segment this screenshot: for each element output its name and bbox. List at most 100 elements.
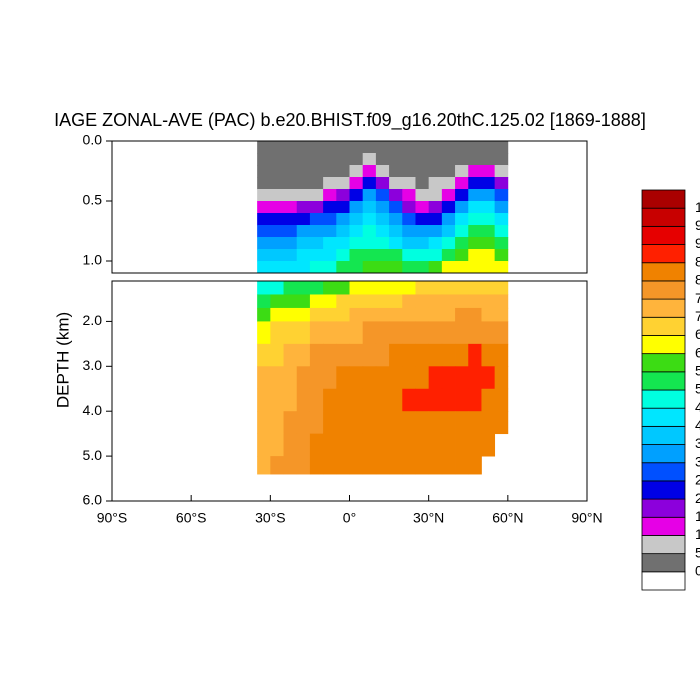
contour-cell bbox=[415, 201, 430, 214]
contour-cell bbox=[468, 433, 482, 457]
contour-cell bbox=[270, 237, 284, 250]
contour-cell bbox=[428, 411, 443, 435]
contour-cell bbox=[296, 366, 311, 390]
contour-cell bbox=[283, 343, 298, 367]
colorbar-box bbox=[641, 480, 686, 500]
colorbar-label: 650 bbox=[695, 326, 700, 342]
contour-cell bbox=[283, 294, 298, 309]
contour-cell bbox=[257, 237, 271, 250]
contour-cell bbox=[362, 388, 377, 412]
contour-cell bbox=[257, 153, 271, 166]
contour-cell bbox=[494, 237, 509, 250]
contour-cell bbox=[270, 321, 284, 345]
contour-cell bbox=[309, 153, 324, 166]
contour-cell bbox=[389, 307, 403, 322]
contour-cell bbox=[375, 177, 390, 190]
y-tick-label: 5.0 bbox=[83, 447, 103, 463]
colorbar-box bbox=[641, 225, 686, 245]
contour-cell bbox=[283, 237, 298, 250]
contour-cell bbox=[441, 177, 456, 190]
contour-cell bbox=[415, 237, 430, 250]
contour-cell bbox=[296, 433, 311, 457]
contour-cell bbox=[389, 411, 403, 435]
contour-cell bbox=[323, 153, 337, 166]
y-tick-label: 3.0 bbox=[83, 357, 103, 373]
contour-cell bbox=[309, 261, 324, 274]
colorbar-box bbox=[641, 189, 686, 209]
contour-cell bbox=[375, 189, 390, 202]
contour-cell bbox=[309, 343, 324, 367]
contour-cell bbox=[428, 165, 443, 178]
contour-cell bbox=[257, 411, 271, 435]
contour-cell bbox=[349, 189, 364, 202]
contour-cell bbox=[296, 213, 311, 226]
contour-cell bbox=[349, 433, 364, 457]
contour-cell bbox=[283, 141, 298, 154]
contour-cell bbox=[283, 165, 298, 178]
contour-cell bbox=[309, 388, 324, 412]
contour-cell bbox=[389, 249, 403, 262]
y-tick-label: 2.0 bbox=[83, 312, 103, 328]
contour-cell bbox=[362, 261, 377, 274]
colorbar-box bbox=[641, 244, 686, 264]
contour-cell bbox=[455, 294, 469, 309]
contour-cell bbox=[455, 189, 469, 202]
colorbar-box bbox=[641, 371, 686, 391]
contour-cell bbox=[494, 307, 509, 322]
contour-cell bbox=[309, 281, 324, 295]
contour-cell bbox=[415, 177, 430, 190]
contour-cell bbox=[441, 281, 456, 295]
contour-cell bbox=[441, 366, 456, 390]
contour-cell bbox=[375, 153, 390, 166]
contour-cell bbox=[349, 307, 364, 322]
contour-cell bbox=[441, 388, 456, 412]
contour-cell bbox=[481, 153, 496, 166]
y-tick-label: 0.5 bbox=[83, 192, 103, 208]
colorbar-box bbox=[641, 335, 686, 355]
contour-cell bbox=[323, 411, 337, 435]
contour-cell bbox=[415, 165, 430, 178]
contour-cell bbox=[323, 294, 337, 309]
contour-cell bbox=[270, 261, 284, 274]
y-axis-label: DEPTH (km) bbox=[53, 312, 72, 408]
contour-cell bbox=[375, 307, 390, 322]
contour-cell bbox=[428, 141, 443, 154]
contour-cell bbox=[283, 201, 298, 214]
contour-cell bbox=[257, 366, 271, 390]
contour-cell bbox=[415, 343, 430, 367]
contour-cell bbox=[296, 343, 311, 367]
contour-cell bbox=[296, 261, 311, 274]
contour-cell bbox=[336, 388, 350, 412]
colorbar-box bbox=[641, 535, 686, 555]
contour-cell bbox=[309, 307, 324, 322]
contour-cell bbox=[494, 388, 509, 412]
contour-cell bbox=[415, 366, 430, 390]
contour-cell bbox=[415, 388, 430, 412]
contour-cell bbox=[375, 261, 390, 274]
contour-cell bbox=[468, 388, 482, 412]
colorbar-box bbox=[641, 444, 686, 464]
colorbar-label: 700 bbox=[695, 308, 700, 324]
contour-cell bbox=[415, 141, 430, 154]
contour-cell bbox=[336, 294, 350, 309]
contour-cell bbox=[257, 281, 271, 295]
contour-cell bbox=[323, 141, 337, 154]
colorbar-box bbox=[641, 353, 686, 373]
colorbar-label: 400 bbox=[695, 417, 700, 433]
contour-cell bbox=[455, 456, 469, 475]
contour-cell bbox=[336, 307, 350, 322]
contour-cell bbox=[309, 249, 324, 262]
contour-cell bbox=[296, 249, 311, 262]
contour-cell bbox=[270, 189, 284, 202]
contour-cell bbox=[481, 237, 496, 250]
contour-cell bbox=[257, 201, 271, 214]
contour-cell bbox=[323, 213, 337, 226]
contour-cell bbox=[441, 411, 456, 435]
contour-cell bbox=[441, 225, 456, 238]
contour-cell bbox=[309, 237, 324, 250]
contour-cell bbox=[402, 189, 416, 202]
contour-cell bbox=[323, 225, 337, 238]
contour-cell bbox=[257, 165, 271, 178]
contour-cell bbox=[494, 294, 509, 309]
contour-cell bbox=[283, 261, 298, 274]
